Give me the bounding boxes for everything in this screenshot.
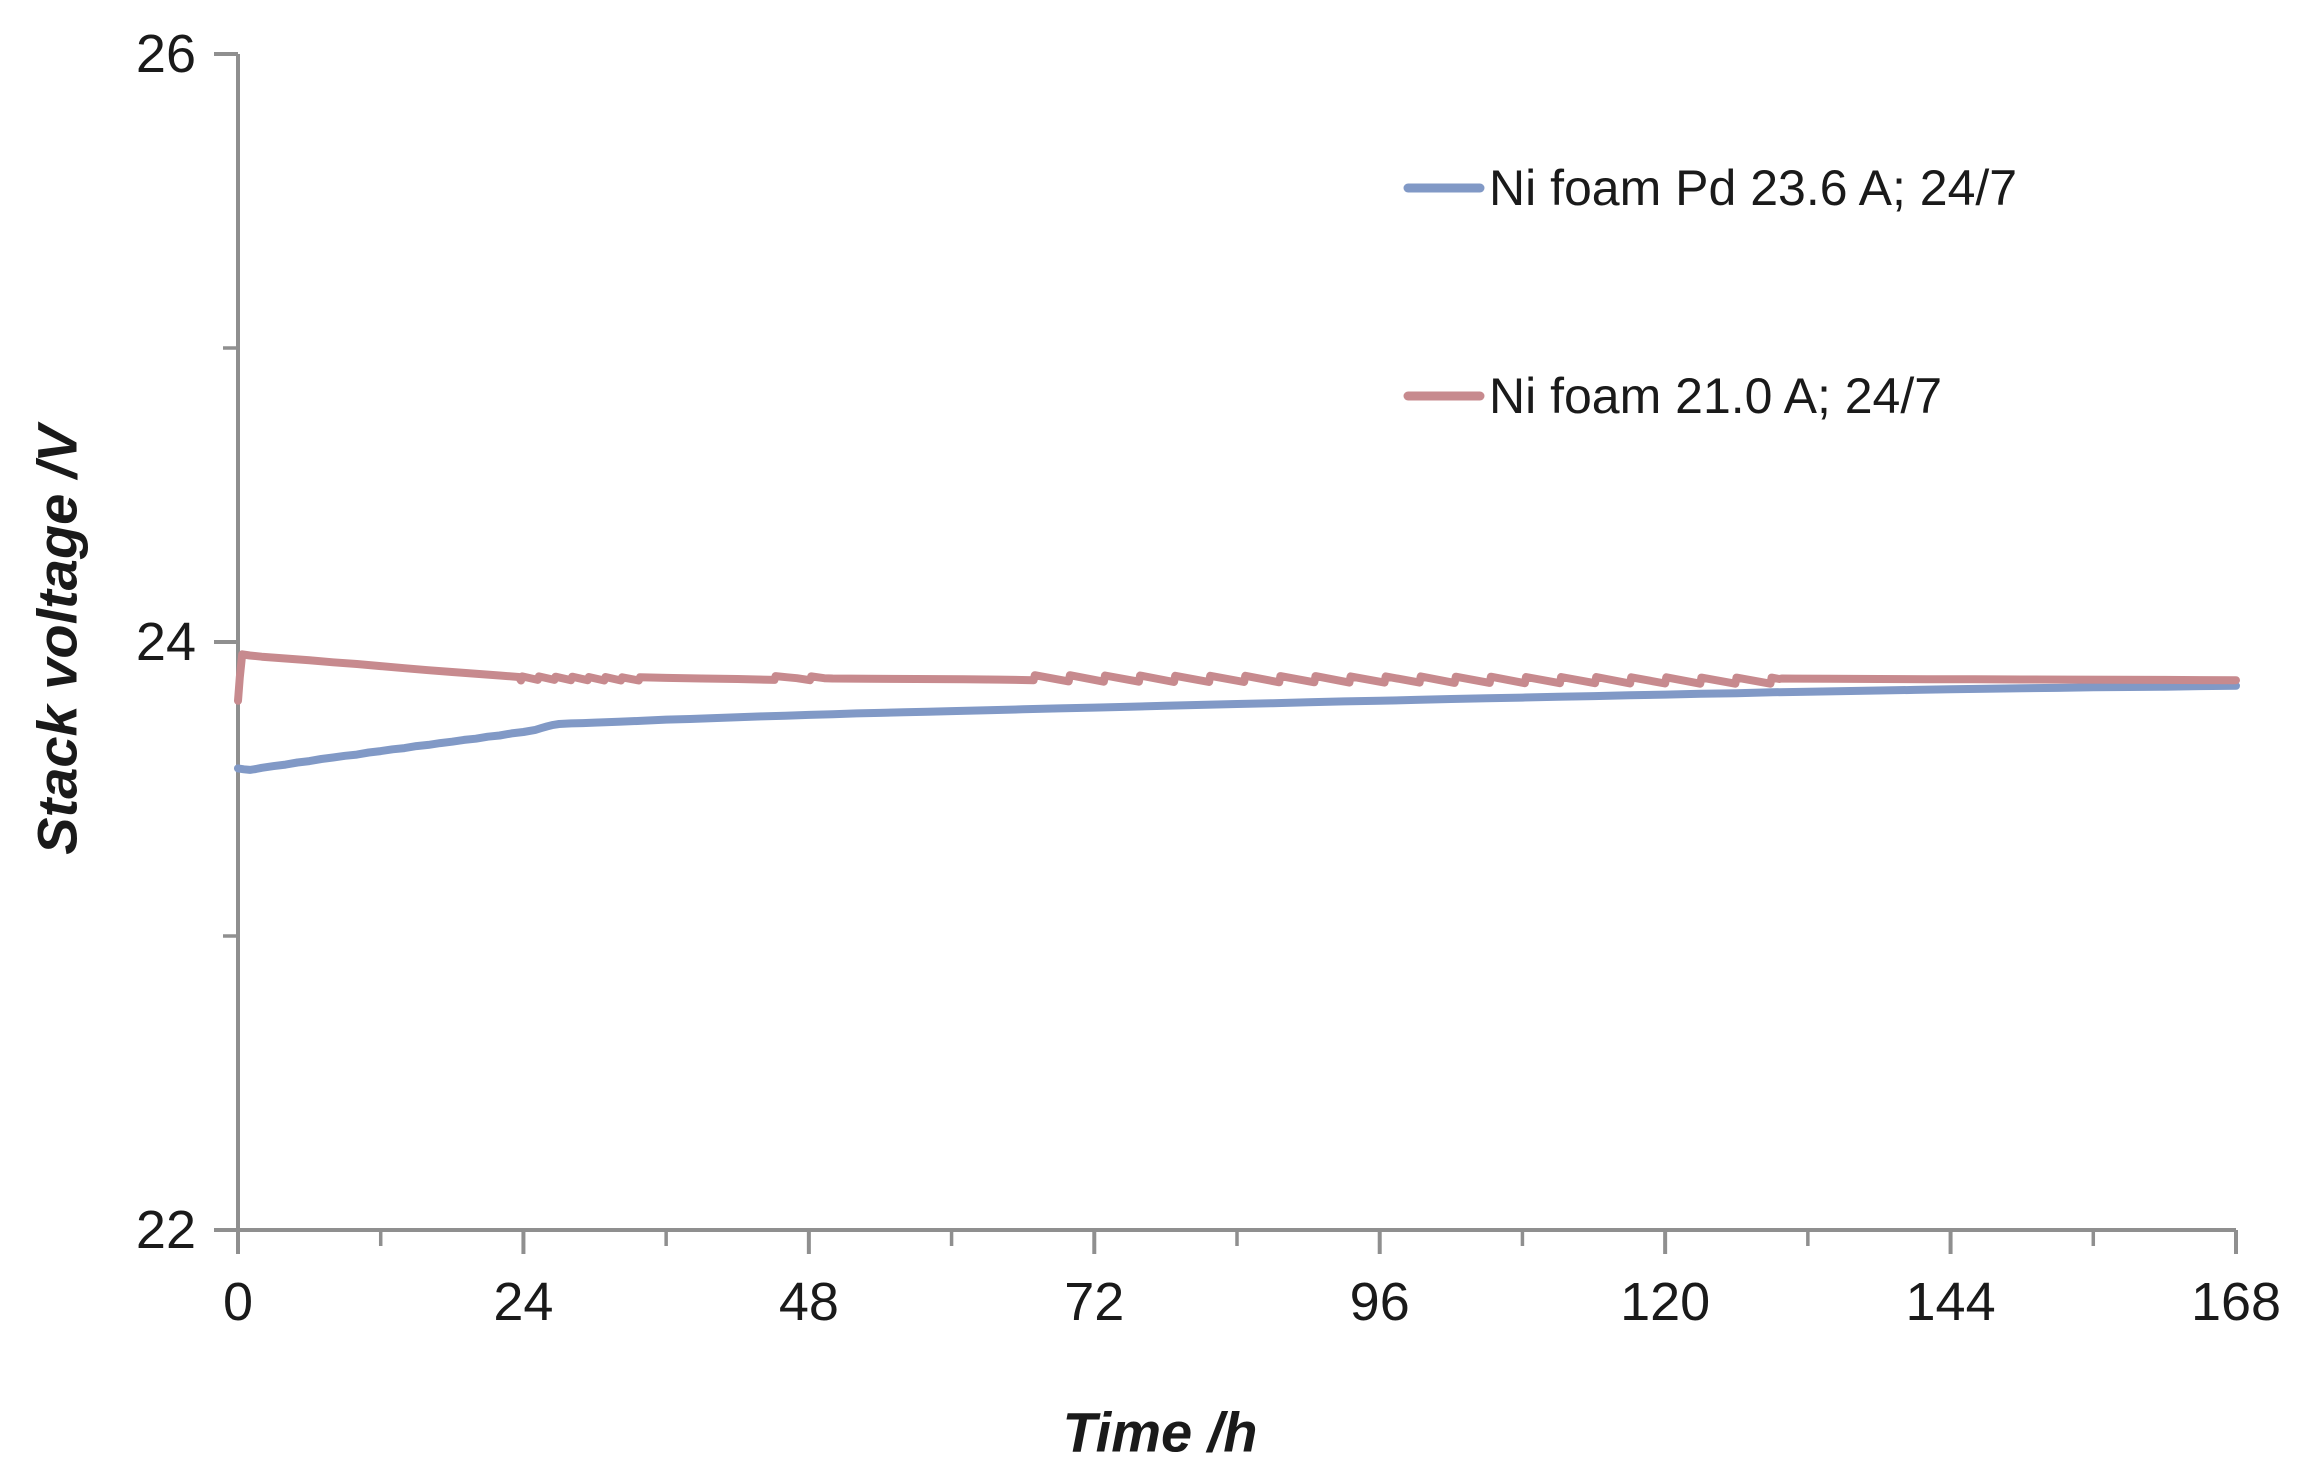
x-tick-label: 120 [1620, 1272, 1710, 1332]
x-tick-label: 24 [493, 1272, 553, 1332]
legend-label: Ni foam Pd 23.6 A; 24/7 [1489, 160, 2017, 216]
x-tick-label: 144 [1906, 1272, 1996, 1332]
axes [214, 52, 2238, 1254]
legend-label: Ni foam 21.0 A; 24/7 [1489, 368, 1942, 424]
y-tick-label: 26 [136, 24, 196, 84]
axis-spine [236, 54, 2236, 1232]
y-axis-title: Stack voltage /V [26, 421, 89, 855]
y-tick-label: 24 [136, 612, 196, 672]
tick-labels: 22 24 26 0 24 48 72 96 120 144 168 [136, 24, 2281, 1332]
x-tick-label: 96 [1350, 1272, 1410, 1332]
x-tick-label: 0 [223, 1272, 253, 1332]
x-tick-label: 48 [779, 1272, 839, 1332]
x-axis-title: Time /h [1062, 1401, 1257, 1464]
legend-item: Ni foam Pd 23.6 A; 24/7 [1403, 160, 2017, 216]
x-tick-label: 168 [2191, 1272, 2281, 1332]
series-lines [234, 650, 2240, 774]
series-line-ni-foam-pd [234, 681, 2240, 774]
legend: Ni foam Pd 23.6 A; 24/7 Ni foam 21.0 A; … [1403, 160, 2017, 424]
series-line-ni-foam [234, 650, 2240, 705]
x-tick-label: 72 [1064, 1272, 1124, 1332]
y-tick-label: 22 [136, 1200, 196, 1260]
legend-item: Ni foam 21.0 A; 24/7 [1403, 368, 1942, 424]
